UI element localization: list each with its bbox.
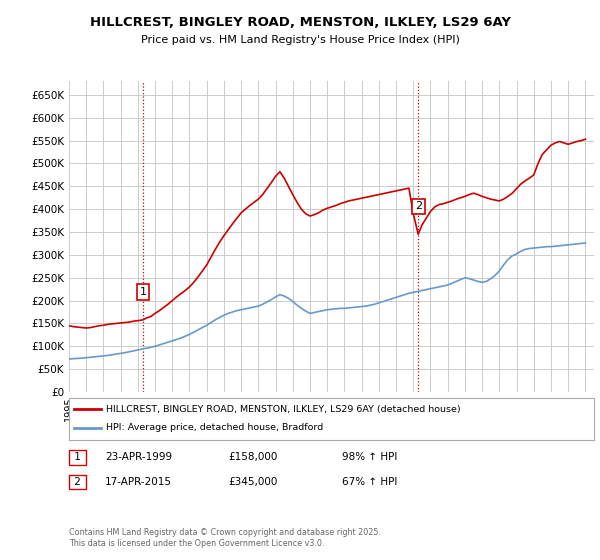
Text: 2: 2 [415, 202, 422, 212]
Text: HILLCREST, BINGLEY ROAD, MENSTON, ILKLEY, LS29 6AY (detached house): HILLCREST, BINGLEY ROAD, MENSTON, ILKLEY… [106, 405, 460, 414]
Text: 1: 1 [71, 452, 84, 463]
Text: HILLCREST, BINGLEY ROAD, MENSTON, ILKLEY, LS29 6AY: HILLCREST, BINGLEY ROAD, MENSTON, ILKLEY… [89, 16, 511, 29]
Text: 98% ↑ HPI: 98% ↑ HPI [342, 452, 397, 463]
Text: £345,000: £345,000 [228, 477, 277, 487]
Text: Contains HM Land Registry data © Crown copyright and database right 2025.
This d: Contains HM Land Registry data © Crown c… [69, 528, 381, 548]
Text: 1: 1 [140, 287, 146, 297]
Text: 23-APR-1999: 23-APR-1999 [105, 452, 172, 463]
Text: Price paid vs. HM Land Registry's House Price Index (HPI): Price paid vs. HM Land Registry's House … [140, 35, 460, 45]
Text: 2: 2 [71, 477, 84, 487]
Text: 17-APR-2015: 17-APR-2015 [105, 477, 172, 487]
Text: HPI: Average price, detached house, Bradford: HPI: Average price, detached house, Brad… [106, 423, 323, 432]
Text: 67% ↑ HPI: 67% ↑ HPI [342, 477, 397, 487]
Text: £158,000: £158,000 [228, 452, 277, 463]
